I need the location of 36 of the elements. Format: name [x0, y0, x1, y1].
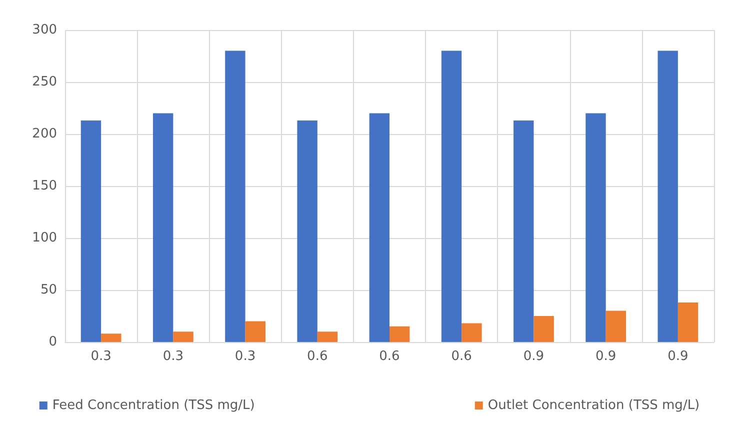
legend-label: Outlet Concentration (TSS mg/L) — [488, 398, 700, 413]
bar — [297, 120, 318, 342]
bar — [678, 302, 698, 342]
x-tick-label: 0.6 — [307, 349, 328, 364]
bar — [101, 334, 122, 342]
y-tick-label: 0 — [48, 334, 57, 350]
x-tick-label: 0.9 — [523, 349, 544, 364]
legend-label: Feed Concentration (TSS mg/L) — [52, 398, 255, 413]
x-tick-label: 0.3 — [234, 349, 256, 364]
bar — [152, 113, 174, 342]
x-tick-label: 0.9 — [595, 349, 616, 364]
bar — [606, 310, 626, 342]
bar — [514, 120, 534, 342]
bar — [658, 50, 678, 342]
bar — [173, 332, 194, 342]
y-tick-label: 100 — [32, 230, 57, 246]
y-tick-label: 300 — [32, 22, 57, 38]
bar — [586, 113, 606, 342]
bar — [462, 323, 482, 342]
bar — [245, 321, 266, 342]
bar — [390, 326, 410, 342]
y-tick-label: 50 — [40, 282, 57, 298]
bar — [225, 50, 246, 342]
x-tick-label: 0.6 — [379, 349, 400, 364]
x-tick-label: 0.6 — [451, 349, 472, 364]
y-tick-label: 200 — [32, 126, 57, 142]
bar — [534, 316, 554, 342]
bar — [369, 113, 390, 342]
x-tick-label: 0.3 — [90, 349, 112, 364]
x-tick-label: 0.3 — [162, 349, 184, 364]
bar — [441, 50, 462, 342]
y-tick-label: 250 — [32, 74, 57, 90]
y-tick-label: 150 — [32, 178, 57, 194]
x-tick-label: 0.9 — [668, 349, 688, 364]
bar — [80, 120, 102, 342]
bar — [317, 332, 338, 342]
